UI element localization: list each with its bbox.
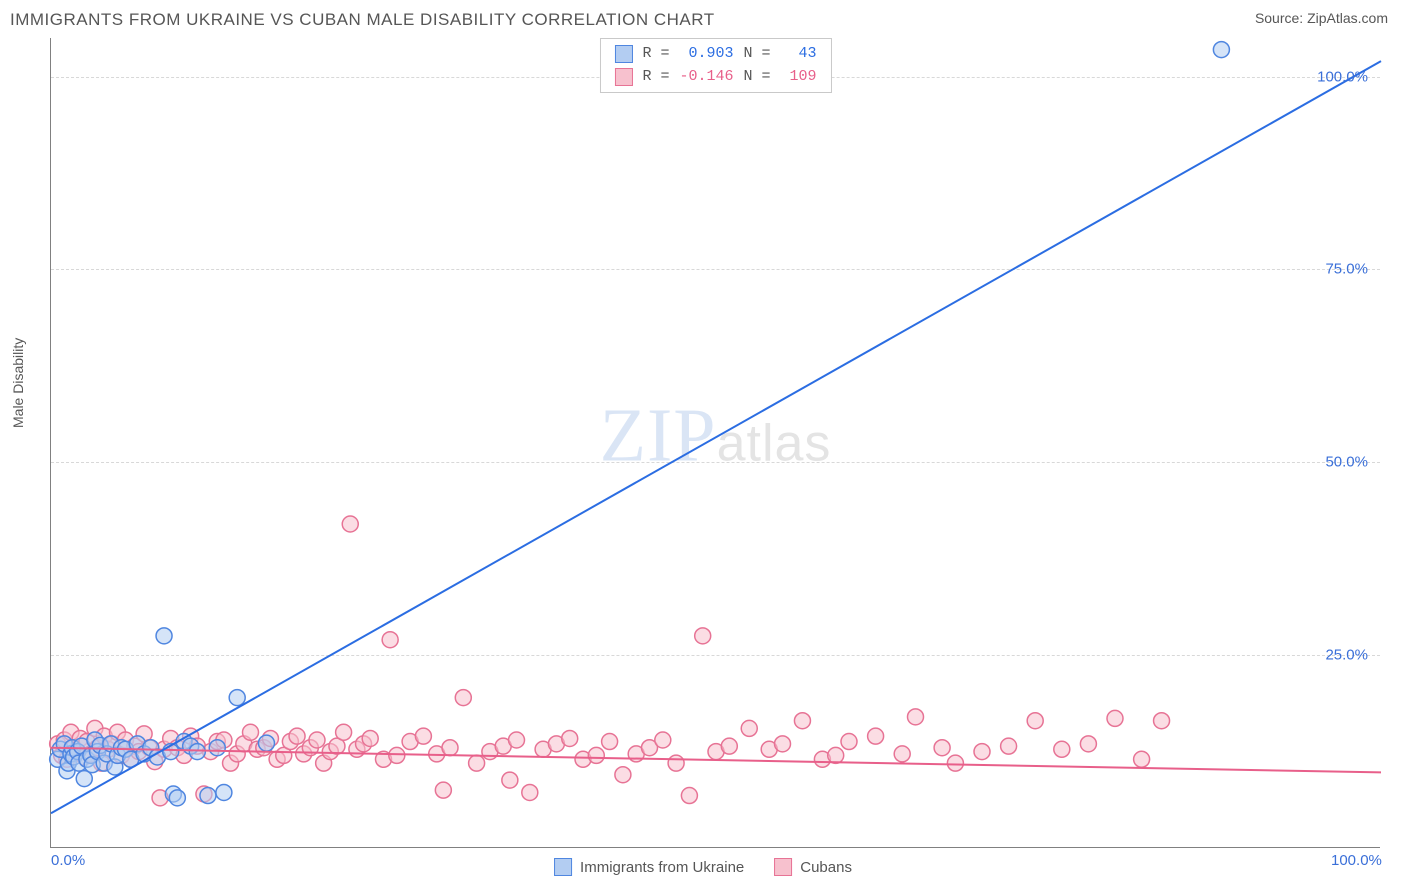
scatter-point [934, 740, 950, 756]
x-tick-label: 100.0% [1331, 852, 1382, 869]
scatter-point [389, 747, 405, 763]
scatter-point [455, 690, 471, 706]
scatter-point [509, 732, 525, 748]
correlation-legend: R = 0.903 N = 43 R = -0.146 N = 109 [599, 38, 831, 93]
scatter-point [289, 728, 305, 744]
y-tick-label: 25.0% [1325, 647, 1368, 664]
scatter-point [562, 730, 578, 746]
scatter-point [169, 790, 185, 806]
scatter-point [382, 632, 398, 648]
scatter-point [602, 734, 618, 750]
scatter-point [741, 720, 757, 736]
scatter-point [1080, 736, 1096, 752]
legend-item-blue: Immigrants from Ukraine [554, 858, 744, 876]
scatter-point [502, 772, 518, 788]
scatter-point [615, 767, 631, 783]
scatter-point [841, 734, 857, 750]
r-value-pink: -0.146 [679, 66, 733, 89]
scatter-point [1054, 741, 1070, 757]
x-tick-label: 0.0% [51, 852, 85, 869]
scatter-point [415, 728, 431, 744]
legend-label-blue: Immigrants from Ukraine [580, 859, 744, 876]
scatter-point [336, 724, 352, 740]
scatter-point [342, 516, 358, 532]
scatter-point [681, 788, 697, 804]
scatter-point [1134, 751, 1150, 767]
n-value-blue: 43 [781, 43, 817, 66]
scatter-point [588, 747, 604, 763]
chart-title: IMMIGRANTS FROM UKRAINE VS CUBAN MALE DI… [10, 10, 715, 30]
legend-row-blue: R = 0.903 N = 43 [614, 43, 816, 66]
scatter-point [1213, 42, 1229, 58]
scatter-point [974, 744, 990, 760]
regression-line [51, 61, 1381, 813]
scatter-point [668, 755, 684, 771]
scatter-point [1027, 713, 1043, 729]
plot-area: ZIPatlas R = 0.903 N = 43 R = -0.146 N =… [50, 38, 1380, 848]
r-value-blue: 0.903 [679, 43, 733, 66]
scatter-point [258, 735, 274, 751]
scatter-point [522, 784, 538, 800]
scatter-point [309, 732, 325, 748]
scatter-point [469, 755, 485, 771]
bottom-legend: Immigrants from Ukraine Cubans [554, 858, 852, 876]
scatter-point [894, 746, 910, 762]
scatter-point [200, 788, 216, 804]
y-axis-label: Male Disability [10, 338, 26, 428]
scatter-point [1107, 710, 1123, 726]
scatter-point [828, 747, 844, 763]
n-value-pink: 109 [781, 66, 817, 89]
scatter-point [209, 740, 225, 756]
swatch-pink-bottom [774, 858, 792, 876]
swatch-blue-bottom [554, 858, 572, 876]
scatter-point [775, 736, 791, 752]
y-tick-label: 75.0% [1325, 261, 1368, 278]
scatter-point [216, 784, 232, 800]
scatter-point [655, 732, 671, 748]
scatter-point [794, 713, 810, 729]
swatch-pink [614, 68, 632, 86]
y-tick-label: 50.0% [1325, 454, 1368, 471]
y-tick-label: 100.0% [1317, 68, 1368, 85]
scatter-point [695, 628, 711, 644]
scatter-point [442, 740, 458, 756]
plot-svg [51, 38, 1381, 848]
scatter-point [189, 744, 205, 760]
source-label: Source: ZipAtlas.com [1255, 10, 1388, 26]
scatter-point [947, 755, 963, 771]
legend-row-pink: R = -0.146 N = 109 [614, 66, 816, 89]
legend-label-pink: Cubans [800, 859, 852, 876]
scatter-point [908, 709, 924, 725]
scatter-point [721, 738, 737, 754]
scatter-point [243, 724, 259, 740]
scatter-point [156, 628, 172, 644]
scatter-point [1001, 738, 1017, 754]
swatch-blue [614, 45, 632, 63]
legend-item-pink: Cubans [774, 858, 852, 876]
chart-container: ZIPatlas R = 0.903 N = 43 R = -0.146 N =… [50, 38, 1380, 848]
scatter-point [362, 730, 378, 746]
scatter-point [229, 690, 245, 706]
scatter-point [1154, 713, 1170, 729]
scatter-point [868, 728, 884, 744]
scatter-point [435, 782, 451, 798]
